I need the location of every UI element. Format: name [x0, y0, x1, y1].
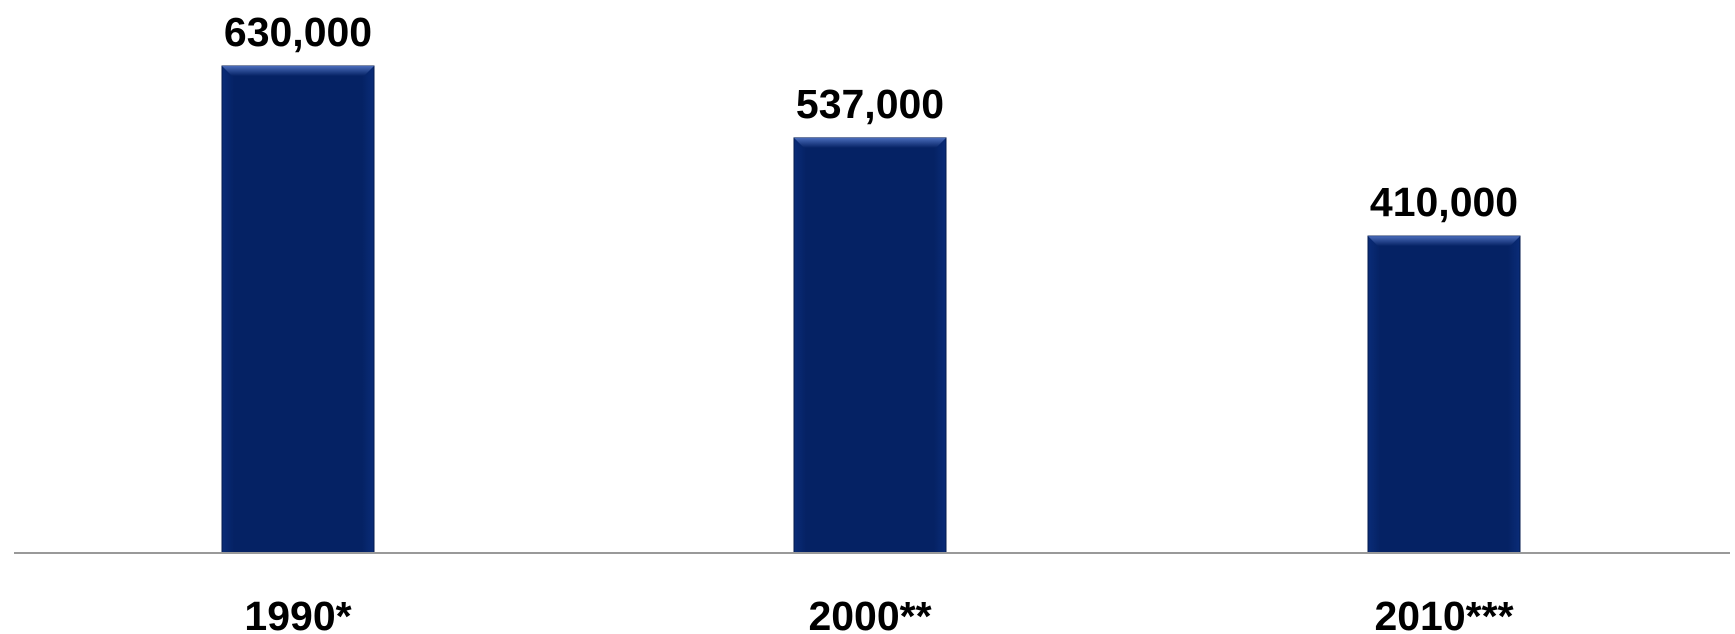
data-label-0: 630,000: [224, 9, 372, 55]
data-label-2: 410,000: [1370, 179, 1518, 225]
bar-2: [1367, 235, 1521, 554]
x-tick-label-1: 2000**: [808, 593, 931, 634]
bar-bevel-2: [1368, 236, 1520, 247]
x-tick-label-0: 1990*: [244, 593, 351, 634]
x-tick-label-2: 2010***: [1374, 593, 1513, 634]
bar-bevel-0: [222, 66, 374, 76]
data-label-1: 537,000: [796, 81, 944, 127]
bar-bevel-1: [794, 137, 946, 148]
bars-group: [221, 65, 1521, 554]
bar-1: [793, 137, 947, 554]
bar-0: [221, 65, 375, 554]
labels-group: 630,000 1990* 537,000 2000** 410,000 2010***: [224, 9, 1518, 634]
